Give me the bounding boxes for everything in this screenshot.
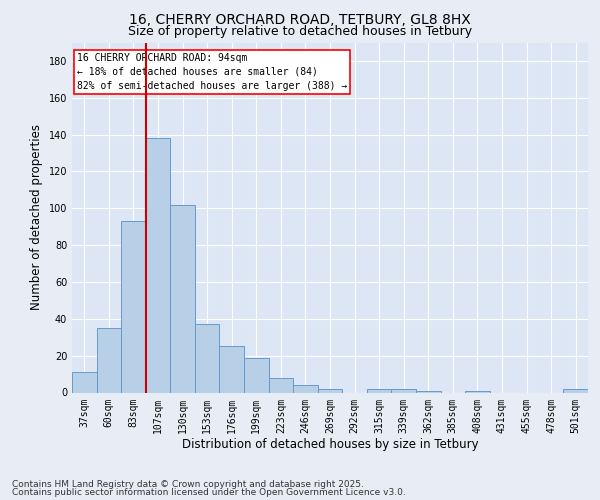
Bar: [367, 389, 391, 392]
Bar: [195, 324, 220, 392]
Bar: [121, 221, 146, 392]
Text: 16 CHERRY ORCHARD ROAD: 94sqm
← 18% of detached houses are smaller (84)
82% of s: 16 CHERRY ORCHARD ROAD: 94sqm ← 18% of d…: [77, 53, 347, 91]
Bar: [416, 390, 440, 392]
Text: Contains public sector information licensed under the Open Government Licence v3: Contains public sector information licen…: [12, 488, 406, 497]
X-axis label: Distribution of detached houses by size in Tetbury: Distribution of detached houses by size …: [182, 438, 478, 451]
Bar: [244, 358, 269, 392]
Bar: [170, 204, 195, 392]
Bar: [269, 378, 293, 392]
Bar: [563, 389, 588, 392]
Bar: [391, 389, 416, 392]
Bar: [293, 385, 318, 392]
Bar: [97, 328, 121, 392]
Bar: [465, 390, 490, 392]
Text: Size of property relative to detached houses in Tetbury: Size of property relative to detached ho…: [128, 25, 472, 38]
Text: Contains HM Land Registry data © Crown copyright and database right 2025.: Contains HM Land Registry data © Crown c…: [12, 480, 364, 489]
Bar: [318, 389, 342, 392]
Bar: [72, 372, 97, 392]
Text: 16, CHERRY ORCHARD ROAD, TETBURY, GL8 8HX: 16, CHERRY ORCHARD ROAD, TETBURY, GL8 8H…: [129, 12, 471, 26]
Bar: [146, 138, 170, 392]
Y-axis label: Number of detached properties: Number of detached properties: [30, 124, 43, 310]
Bar: [220, 346, 244, 393]
